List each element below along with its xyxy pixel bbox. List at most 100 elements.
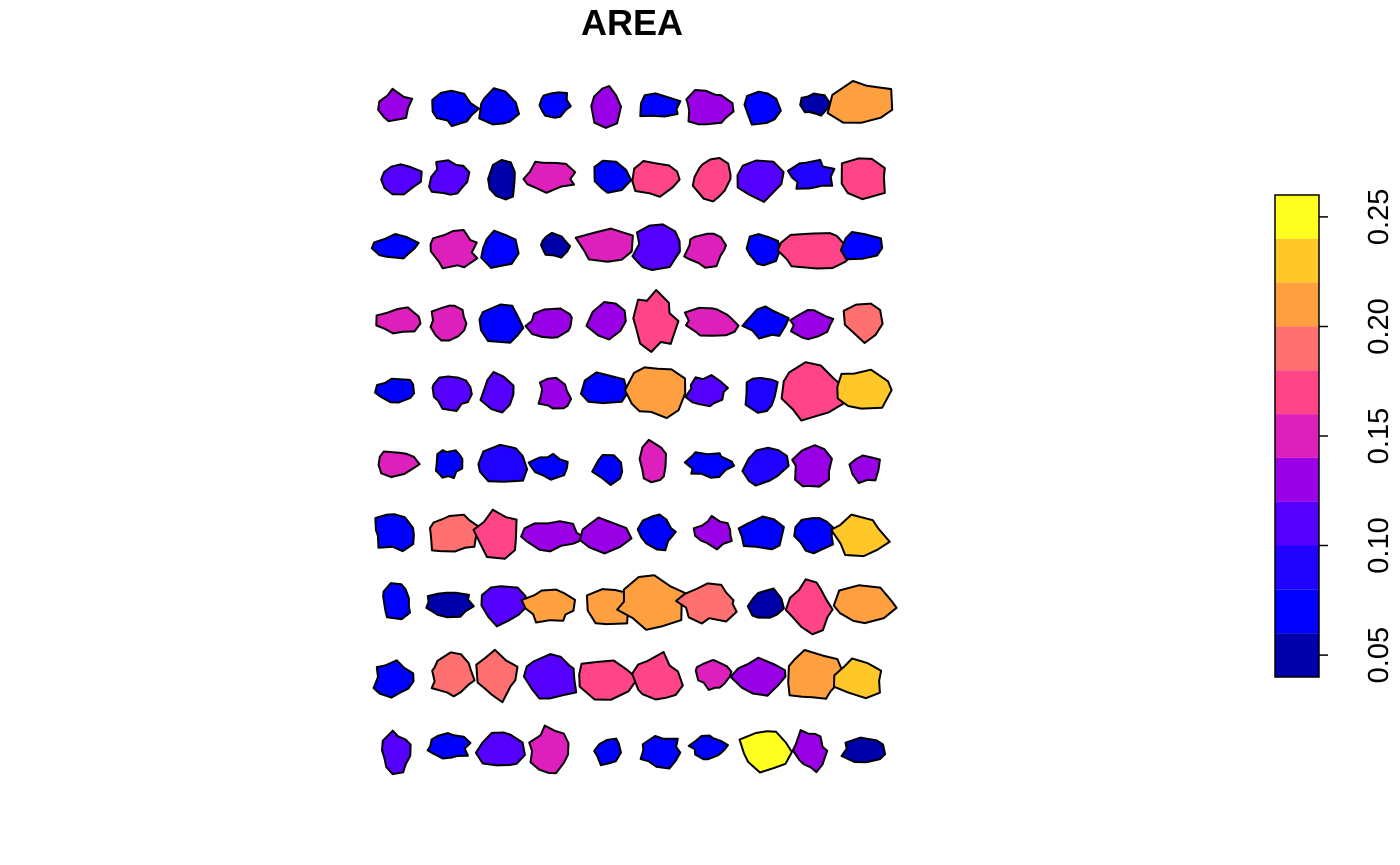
county-region	[840, 157, 886, 201]
county-region	[780, 361, 854, 422]
county-region	[743, 90, 782, 126]
county-region	[540, 231, 572, 259]
county-region	[793, 517, 835, 555]
county-region	[631, 651, 684, 701]
county-region	[528, 724, 570, 775]
county-region	[428, 159, 471, 196]
county-region	[636, 513, 677, 552]
county-region	[675, 582, 738, 625]
legend-band	[1275, 457, 1319, 502]
county-region	[789, 309, 835, 341]
county-region	[692, 514, 733, 551]
county-region	[593, 159, 633, 194]
county-region	[687, 734, 729, 761]
county-region	[578, 659, 639, 701]
county-region	[472, 508, 518, 560]
county-region	[375, 306, 422, 335]
county-region	[382, 582, 411, 621]
legend-band	[1275, 195, 1319, 239]
county-region	[616, 574, 688, 631]
county-region	[840, 736, 887, 764]
county-region	[826, 79, 894, 124]
county-region	[744, 376, 779, 414]
legend-tick-label: 0.05	[1363, 627, 1395, 683]
county-region	[380, 163, 423, 196]
legend-band	[1275, 370, 1319, 415]
county-region	[836, 368, 893, 410]
county-region	[578, 516, 633, 555]
county-region	[580, 371, 629, 405]
county-region	[585, 588, 631, 626]
county-region	[527, 452, 569, 481]
county-region	[745, 233, 781, 267]
county-region	[638, 438, 667, 484]
county-region	[522, 160, 577, 194]
legend-color-bands	[1275, 195, 1319, 677]
county-region	[631, 223, 681, 271]
county-region	[791, 444, 833, 488]
county-region	[830, 513, 891, 558]
county-region	[784, 578, 834, 636]
county-region	[839, 231, 884, 261]
county-region	[374, 377, 415, 404]
county-region	[480, 585, 528, 628]
county-region	[574, 227, 634, 263]
county-region	[593, 737, 622, 767]
county-region	[639, 735, 682, 770]
county-region	[787, 158, 836, 190]
county-region	[776, 232, 854, 270]
county-region	[741, 305, 790, 340]
county-region	[631, 160, 681, 198]
county-region	[787, 649, 842, 700]
legend-tick-label: 0.15	[1363, 408, 1395, 464]
legend-tick-label: 0.20	[1363, 298, 1395, 354]
county-region	[430, 651, 476, 698]
legend-band	[1275, 545, 1319, 590]
county-region	[425, 591, 475, 619]
county-region	[691, 157, 732, 203]
county-region	[479, 371, 515, 414]
county-region	[434, 449, 464, 479]
county-region	[478, 303, 525, 344]
county-region	[538, 91, 572, 119]
county-region	[475, 648, 519, 704]
legend-tick-label: 0.25	[1363, 189, 1395, 245]
legend-ticks: 0.05 0.10 0.15 0.20 0.25	[1319, 189, 1395, 683]
county-region	[683, 232, 727, 269]
county-region	[477, 443, 529, 483]
county-region	[799, 92, 832, 117]
county-region	[372, 659, 415, 699]
county-region	[842, 302, 884, 344]
county-region	[729, 656, 787, 697]
legend-band	[1275, 633, 1319, 677]
county-region	[381, 729, 412, 776]
county-region	[537, 376, 573, 410]
color-legend: 0.05 0.10 0.15 0.20 0.25	[1274, 189, 1395, 683]
county-region	[377, 87, 414, 123]
county-region	[791, 729, 829, 774]
county-region	[684, 374, 729, 408]
county-region	[624, 366, 687, 420]
county-region	[833, 657, 883, 700]
county-region	[848, 454, 881, 485]
county-region	[431, 375, 473, 412]
county-region	[426, 732, 472, 760]
county-region	[685, 89, 735, 126]
county-region	[832, 584, 898, 625]
county-region	[520, 588, 576, 624]
county-region	[683, 306, 740, 337]
county-region	[639, 92, 682, 118]
legend-band	[1275, 414, 1319, 458]
county-region	[478, 87, 520, 126]
county-region	[487, 159, 516, 201]
county-region	[591, 454, 624, 486]
county-region	[683, 451, 736, 479]
legend-band	[1275, 501, 1319, 546]
legend-band	[1275, 589, 1319, 634]
legend-band	[1275, 238, 1319, 283]
legend-tick-label: 0.10	[1363, 517, 1395, 573]
map-title: AREA	[580, 2, 683, 43]
county-region	[737, 515, 785, 551]
county-region	[736, 159, 785, 203]
county-region	[520, 520, 587, 553]
